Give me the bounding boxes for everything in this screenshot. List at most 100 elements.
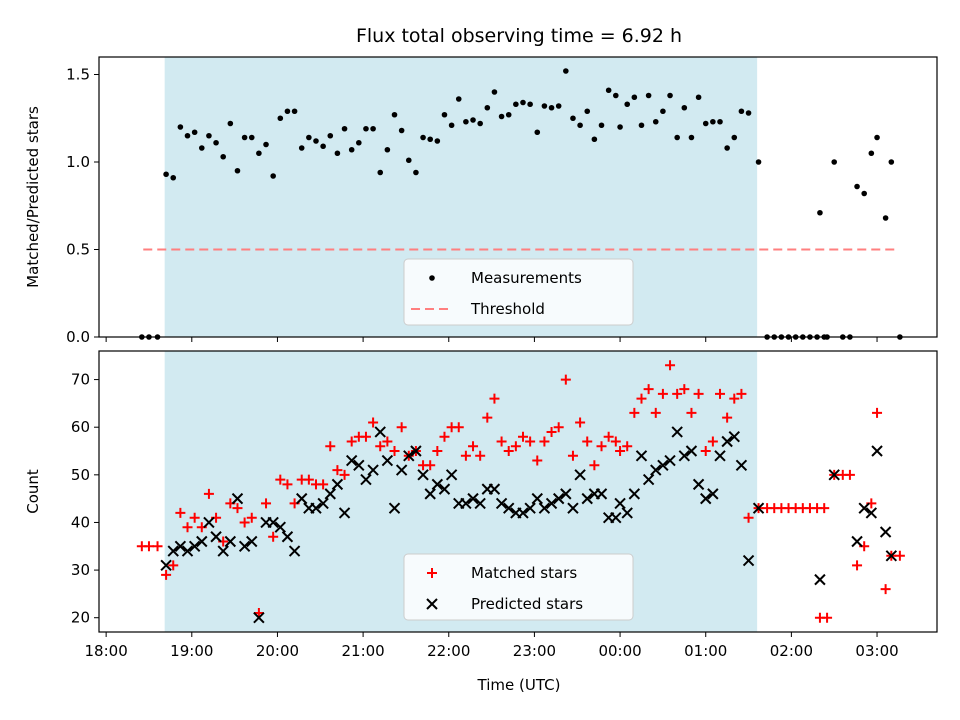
y-tick-label: 0.0 xyxy=(66,328,90,346)
data-point xyxy=(852,560,863,571)
y-tick-label: 1.5 xyxy=(66,66,90,84)
data-point xyxy=(657,388,668,399)
axes-frame xyxy=(98,350,938,633)
x-tick-label: 01:00 xyxy=(684,642,727,660)
data-point xyxy=(715,388,726,399)
data-point xyxy=(560,488,572,500)
data-point xyxy=(555,103,562,109)
data-point xyxy=(175,507,186,518)
data-point xyxy=(541,103,548,109)
series-predicted-stars xyxy=(160,426,898,624)
data-point xyxy=(377,169,384,176)
x-tick-label: 20:00 xyxy=(256,642,299,660)
data-point xyxy=(817,209,823,216)
data-point xyxy=(198,145,205,151)
data-point xyxy=(370,125,376,132)
data-point xyxy=(275,474,286,485)
data-point xyxy=(267,516,279,529)
data-point xyxy=(605,87,612,94)
data-point xyxy=(338,507,351,519)
y-tick-label: 20 xyxy=(71,609,90,627)
data-point xyxy=(617,124,623,130)
y-tick-label: 30 xyxy=(71,561,90,579)
data-point xyxy=(391,111,398,118)
data-point xyxy=(577,122,583,129)
data-point xyxy=(498,113,505,120)
data-point xyxy=(567,450,578,461)
data-point xyxy=(513,101,519,108)
data-point xyxy=(702,120,709,127)
data-point xyxy=(591,136,598,143)
data-point xyxy=(339,469,350,480)
data-point xyxy=(527,101,533,108)
data-point xyxy=(495,497,508,510)
data-point xyxy=(318,479,329,490)
data-point xyxy=(714,450,726,462)
data-point xyxy=(582,436,593,447)
data-point xyxy=(589,460,600,471)
data-point xyxy=(213,139,219,146)
data-point xyxy=(672,388,683,399)
data-point xyxy=(475,450,486,461)
data-point xyxy=(277,115,284,122)
data-point xyxy=(819,503,830,514)
data-point xyxy=(263,141,269,148)
data-point xyxy=(327,132,334,139)
data-point xyxy=(865,507,878,519)
data-point xyxy=(503,446,514,457)
data-point xyxy=(425,460,436,471)
x-tick-label: 03:00 xyxy=(855,642,898,660)
y-tick-label: 1.0 xyxy=(66,153,90,171)
data-point xyxy=(152,541,163,552)
data-point xyxy=(460,497,472,510)
data-point xyxy=(274,521,287,533)
data-point xyxy=(395,464,408,476)
legend-marker xyxy=(426,598,438,610)
data-point xyxy=(650,407,661,418)
data-point xyxy=(538,502,551,514)
data-point xyxy=(707,436,718,447)
data-point xyxy=(738,108,745,115)
data-point xyxy=(520,99,526,106)
data-point xyxy=(356,139,362,146)
data-point xyxy=(239,517,250,528)
data-point xyxy=(851,535,863,548)
data-point xyxy=(636,393,647,404)
data-point xyxy=(281,531,294,543)
data-point xyxy=(517,431,528,442)
data-point xyxy=(539,436,550,447)
data-point xyxy=(168,560,179,571)
data-point xyxy=(553,422,564,433)
data-point xyxy=(524,502,536,514)
x-tick-label: 00:00 xyxy=(598,642,641,660)
x-tick-label: 18:00 xyxy=(85,642,128,660)
data-point xyxy=(872,407,883,418)
legend-label: Predicted stars xyxy=(471,595,583,613)
data-point xyxy=(217,545,229,557)
data-point xyxy=(729,393,740,404)
data-point xyxy=(306,134,312,141)
y-tick-label: 40 xyxy=(71,513,90,531)
data-point xyxy=(484,104,491,111)
data-point xyxy=(534,129,541,136)
ratio-panel: 0.0 0.5 1.0 1.5 Matched/Predicted stars Measu… xyxy=(24,56,938,346)
data-point xyxy=(167,545,179,557)
data-point xyxy=(755,159,762,165)
data-point xyxy=(844,469,855,480)
data-point xyxy=(622,441,633,452)
data-point xyxy=(206,132,212,139)
data-point xyxy=(427,136,434,143)
data-point xyxy=(510,441,521,452)
legend-box xyxy=(403,553,634,621)
data-point xyxy=(403,450,415,462)
data-point xyxy=(389,446,400,457)
data-point xyxy=(348,146,355,153)
data-point xyxy=(163,171,169,178)
legend-marker xyxy=(429,275,435,281)
data-point xyxy=(854,183,860,190)
series-measurements xyxy=(139,68,903,340)
data-point xyxy=(717,118,723,125)
x-axis-label: Time (UTC) xyxy=(477,676,561,694)
data-point xyxy=(345,454,358,467)
data-point xyxy=(434,138,441,144)
